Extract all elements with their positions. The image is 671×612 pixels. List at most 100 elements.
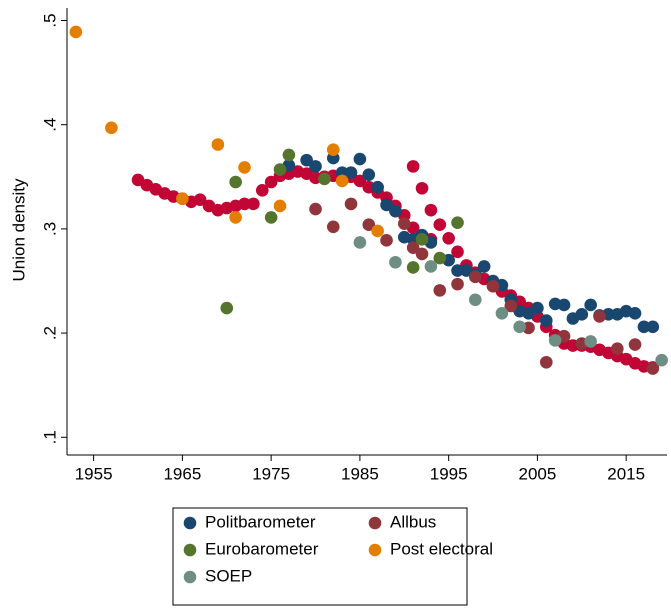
point [193,193,207,207]
x-tick-label: 1985 [341,464,379,483]
point [451,264,464,277]
point [486,279,500,293]
y-tick-label: .5 [40,13,59,27]
x-tick-label: 1995 [430,464,468,483]
point [451,277,464,291]
y-tick-label: .3 [40,222,59,236]
point [610,342,624,356]
point [362,218,376,232]
point [371,180,384,194]
point [415,181,429,195]
point [575,308,589,321]
point [211,138,225,151]
point [593,310,606,323]
point [646,320,660,334]
y-tick-label: .1 [40,430,59,444]
point [415,247,429,261]
x-tick-label: 2015 [607,464,645,483]
point [255,184,269,197]
point [220,301,234,315]
legend-marker [183,543,197,557]
point [628,338,642,351]
point [105,121,118,135]
point [584,335,597,348]
point [326,143,340,157]
point [326,220,340,234]
point [433,251,447,265]
point [468,270,482,284]
point [477,260,491,273]
legend-marker [368,543,382,557]
point [69,25,83,39]
point [406,160,420,173]
legend [172,507,468,606]
x-tick-label: 1965 [163,464,201,483]
point [309,160,322,173]
point [318,172,331,186]
point [433,218,447,232]
point [362,168,376,182]
legend-marker [183,570,197,584]
point [451,216,464,229]
point [389,255,402,269]
point [273,199,287,213]
point [353,152,367,166]
point [628,306,642,320]
point [504,299,518,313]
point [433,284,447,297]
point [539,355,553,369]
point [584,298,597,312]
point [176,192,189,205]
point [424,260,438,273]
point [380,198,393,212]
x-tick-label: 1955 [75,464,113,483]
point [548,334,562,347]
point [238,161,251,174]
point [655,353,668,367]
point [646,362,660,375]
legend-label: Politbarometer [205,512,316,531]
point [531,301,544,315]
point [300,153,313,167]
point [353,236,367,249]
legend-marker [368,516,382,530]
point [424,203,438,217]
point [353,174,367,188]
point [247,197,260,211]
y-tick-label: .2 [40,326,59,340]
y-tick-label: .4 [40,118,59,132]
legend-label: Eurobarometer [205,539,319,558]
point [335,174,349,188]
legend-marker [183,516,197,530]
point [451,245,464,259]
point [397,217,411,230]
point [238,197,251,211]
legend-label: Allbus [390,512,436,531]
point [229,211,242,224]
legend-label: Post electoral [390,539,493,558]
point [273,163,287,176]
point [406,241,420,254]
legend-label: SOEP [205,566,252,585]
point [282,148,296,162]
point [264,175,278,189]
point [344,166,358,179]
point [309,202,322,216]
point [442,231,455,245]
point [637,320,651,334]
point [229,175,242,189]
point [539,314,553,327]
point [415,233,429,246]
point [344,197,358,211]
point [468,293,482,307]
point [371,224,384,238]
x-tick-label: 1975 [252,464,290,483]
point [389,204,402,218]
point [557,298,571,312]
point [380,234,393,247]
point [264,211,278,224]
point [513,320,526,334]
x-tick-label: 2005 [519,464,557,483]
y-axis-label: Union density [9,178,28,282]
